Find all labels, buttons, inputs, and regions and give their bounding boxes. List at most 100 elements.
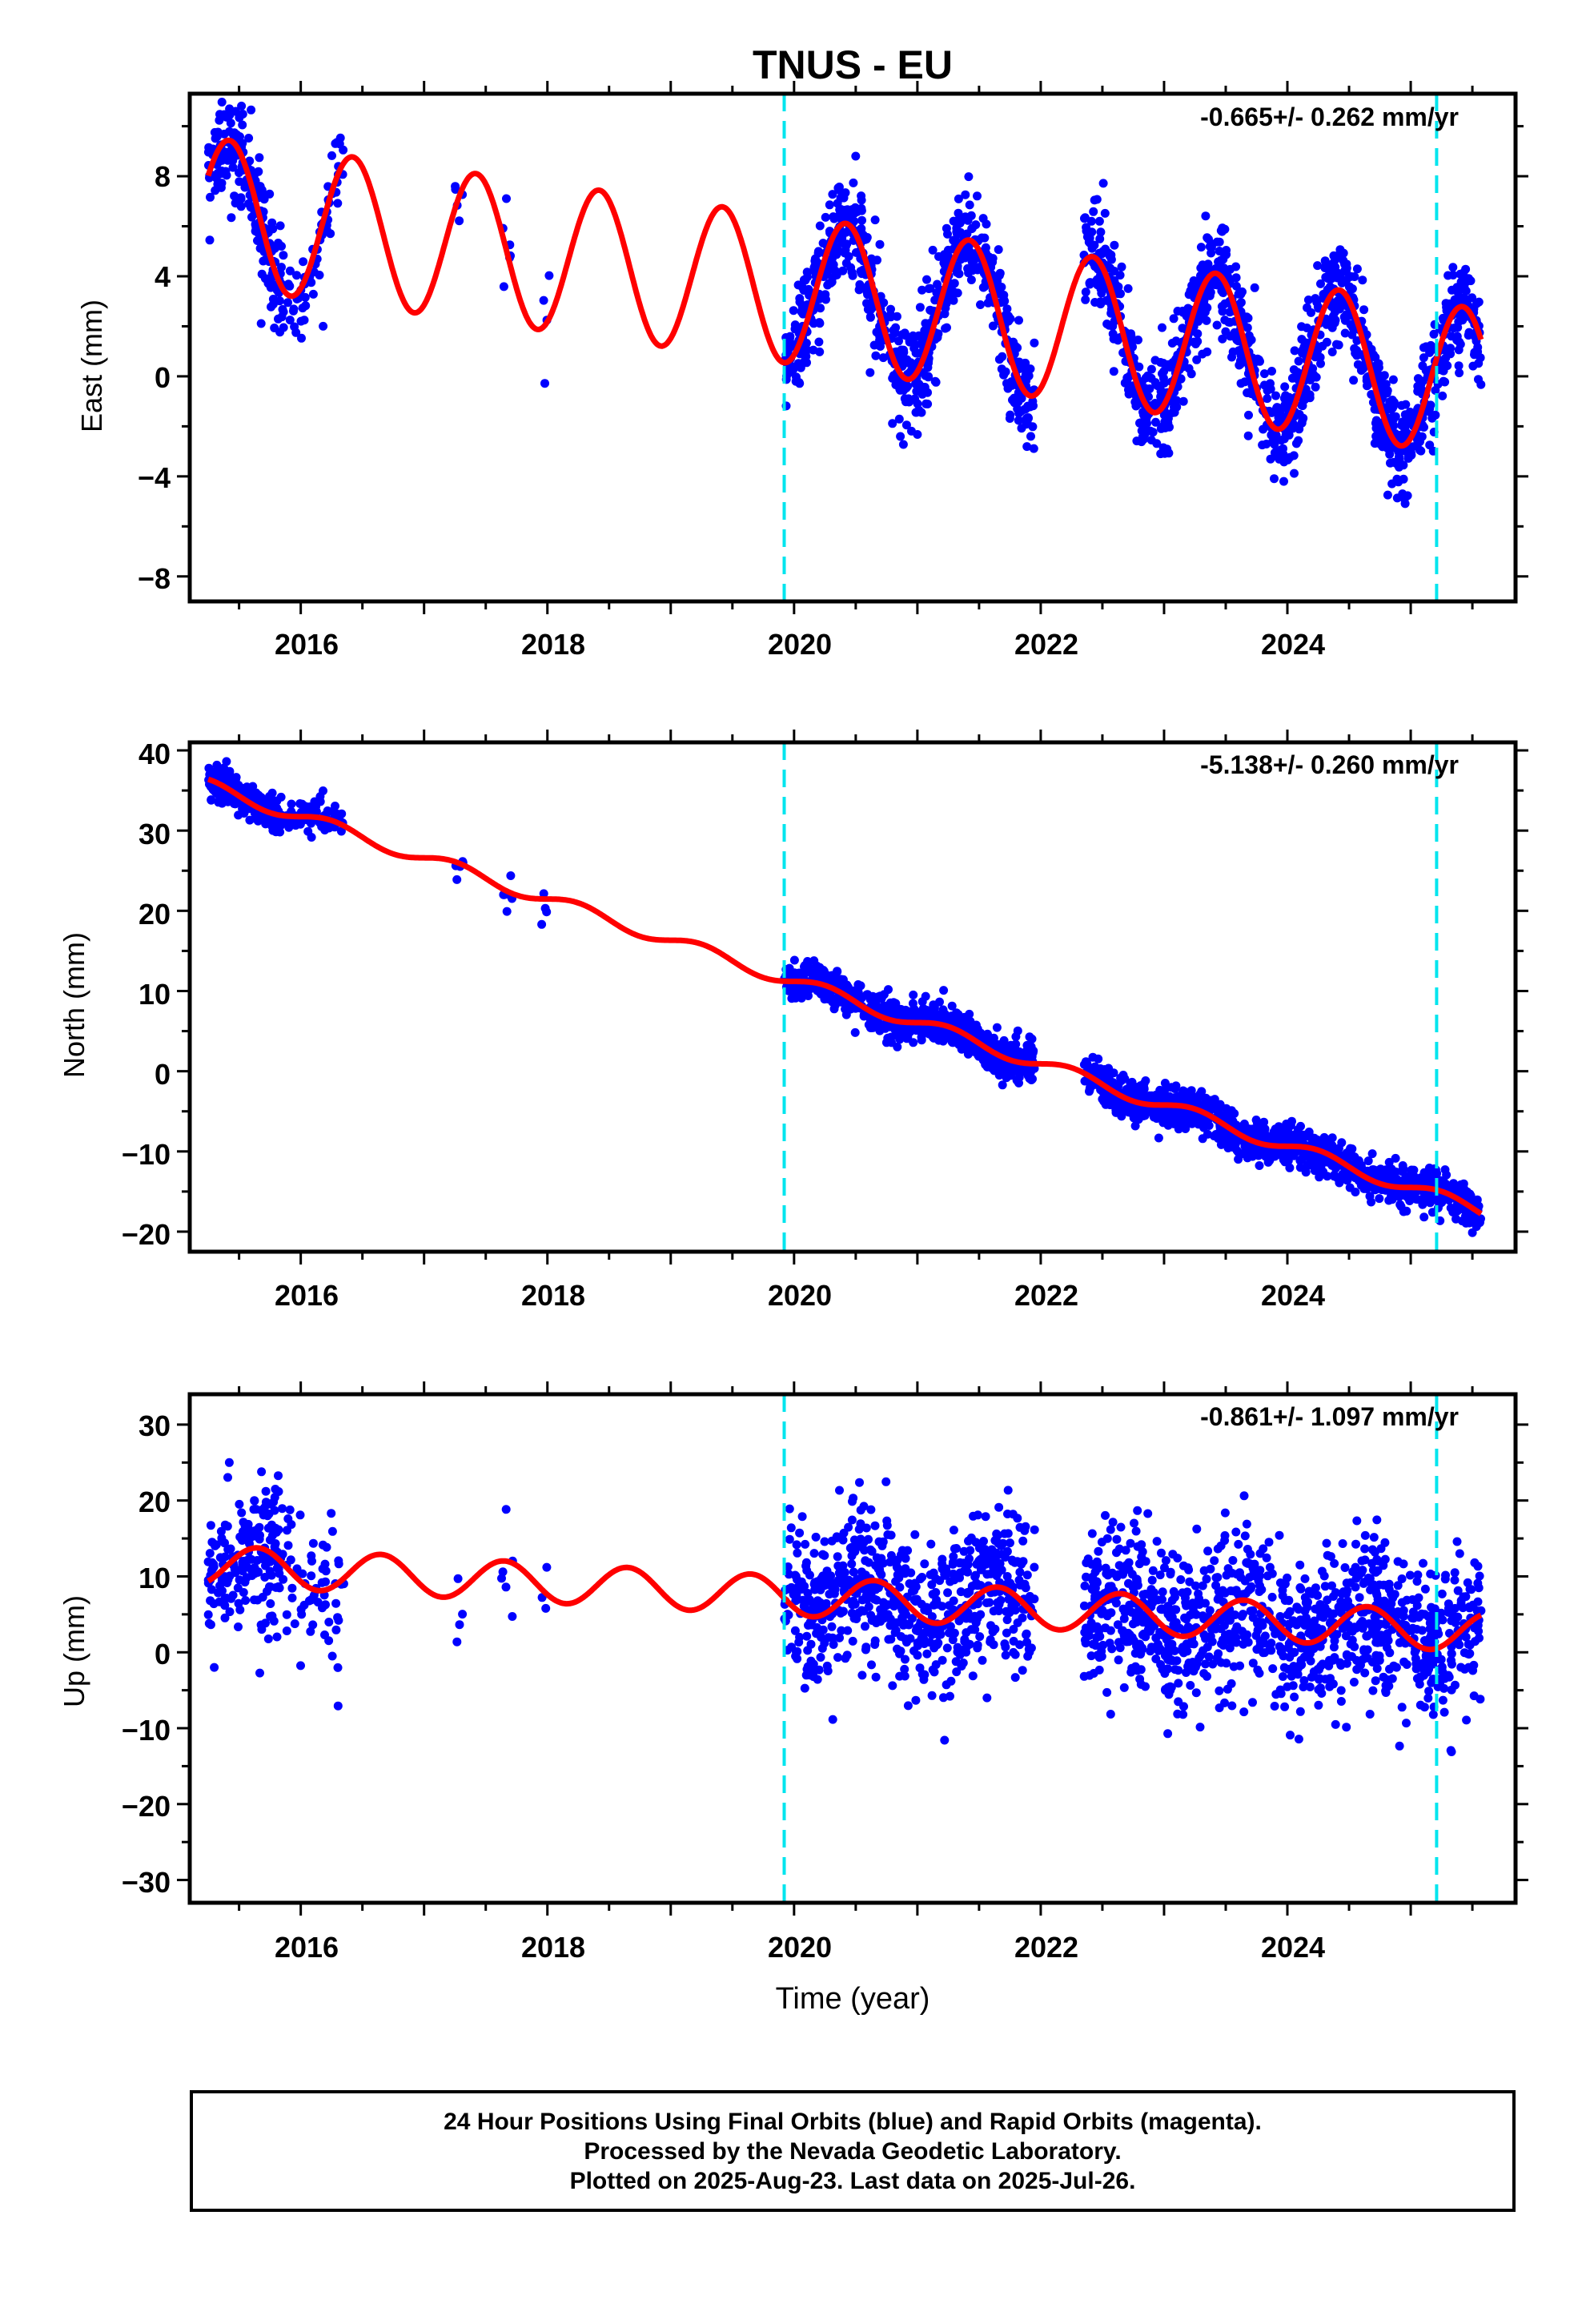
east-data-point xyxy=(897,330,907,340)
east-data-point xyxy=(814,294,824,304)
east-data-point xyxy=(1140,430,1150,440)
east-data-point xyxy=(274,239,283,247)
east-data-point xyxy=(1349,376,1359,385)
up-data-point xyxy=(290,1619,299,1629)
east-data-point xyxy=(289,304,299,314)
east-data-point xyxy=(1081,287,1090,297)
up-data-point xyxy=(237,1508,247,1518)
east-data-point xyxy=(1327,348,1337,356)
east-data-point xyxy=(1172,402,1182,412)
north-data-point xyxy=(1126,1081,1136,1091)
east-xtick-label: 2024 xyxy=(1261,628,1325,661)
east-data-point xyxy=(821,212,830,222)
east-data-point xyxy=(851,247,861,257)
east-data-point xyxy=(315,271,324,279)
east-data-point xyxy=(815,221,825,231)
up-data-point xyxy=(1018,1666,1027,1675)
north-data-point xyxy=(261,819,271,829)
east-data-point xyxy=(1240,377,1250,387)
east-data-point xyxy=(1196,243,1206,252)
east-data-point xyxy=(237,101,247,111)
up-data-point xyxy=(224,1458,234,1467)
north-data-point xyxy=(1398,1161,1407,1170)
east-data-point xyxy=(964,172,974,182)
north-data-point xyxy=(1197,1087,1207,1096)
north-data-point xyxy=(1301,1168,1311,1177)
north-data-point xyxy=(938,1036,948,1046)
east-data-point xyxy=(1316,279,1325,288)
east-data-point xyxy=(1383,490,1392,500)
north-data-point xyxy=(1346,1144,1355,1153)
east-data-point xyxy=(236,194,246,203)
up-data-point xyxy=(250,1569,259,1578)
up-data-point xyxy=(265,1582,274,1591)
east-data-point xyxy=(1418,361,1427,371)
north-data-point xyxy=(502,907,512,916)
north-data-point xyxy=(207,795,216,805)
up-data-point xyxy=(498,1567,508,1577)
east-data-point xyxy=(1108,329,1118,339)
north-data-point xyxy=(893,1042,902,1051)
east-data-point xyxy=(952,228,962,238)
east-data-point xyxy=(950,279,959,288)
east-data-point xyxy=(1164,448,1174,458)
east-data-point xyxy=(451,182,460,191)
east-data-point xyxy=(238,120,247,130)
up-data-point xyxy=(223,1473,232,1482)
north-data-point xyxy=(1424,1164,1434,1172)
north-data-point xyxy=(1472,1222,1481,1232)
east-data-point xyxy=(1448,263,1458,272)
north-model-line xyxy=(207,776,1483,1216)
east-data-point xyxy=(1464,274,1473,283)
east-data-point xyxy=(1110,240,1119,250)
up-data-point xyxy=(501,1582,511,1592)
up-data-point xyxy=(318,1564,327,1574)
east-data-point xyxy=(1303,296,1313,304)
east-data-point xyxy=(1427,344,1436,354)
east-data-point xyxy=(1472,299,1481,308)
east-data-point xyxy=(1254,355,1263,364)
east-ylabel: East (mm) xyxy=(75,300,108,432)
north-data-point xyxy=(813,986,822,995)
east-data-point xyxy=(790,320,800,330)
up-data-point xyxy=(333,1613,343,1622)
east-data-point xyxy=(1359,305,1369,315)
east-data-point xyxy=(941,324,950,333)
east-data-point xyxy=(827,277,837,287)
north-ytick-label: 10 xyxy=(139,978,171,1011)
north-data-point xyxy=(1171,1081,1181,1091)
east-data-point xyxy=(1150,356,1160,365)
north-data-point xyxy=(992,1023,1002,1032)
east-data-point xyxy=(1299,413,1308,423)
north-data-point xyxy=(1259,1150,1269,1160)
east-data-point xyxy=(851,151,861,161)
up-data-point xyxy=(250,1496,259,1506)
east-data-point xyxy=(1186,286,1195,296)
east-data-point xyxy=(837,238,847,247)
east-data-point xyxy=(801,339,811,348)
north-data-point xyxy=(452,875,462,884)
up-data-point xyxy=(252,1556,262,1565)
east-data-point xyxy=(960,215,970,224)
east-data-point xyxy=(988,321,998,331)
north-data-point xyxy=(1332,1173,1342,1183)
up-data-point xyxy=(453,1574,463,1583)
up-data-point xyxy=(978,1655,987,1665)
east-data-point xyxy=(953,288,962,298)
east-data-point xyxy=(267,302,275,312)
north-data-point xyxy=(1101,1100,1110,1109)
east-data-point xyxy=(889,371,898,380)
east-data-point xyxy=(926,283,935,293)
north-data-point xyxy=(893,1031,903,1040)
east-data-point xyxy=(1143,371,1152,380)
east-data-point xyxy=(785,344,794,353)
east-data-point xyxy=(1202,316,1211,325)
north-data-point xyxy=(928,1011,937,1021)
east-data-point xyxy=(1375,432,1385,441)
east-data-point xyxy=(1191,340,1200,348)
north-xtick-label: 2020 xyxy=(768,1279,832,1312)
east-data-point xyxy=(973,191,982,201)
east-data-point xyxy=(327,151,336,160)
up-data-point xyxy=(297,1610,307,1619)
east-data-point xyxy=(1458,311,1468,320)
